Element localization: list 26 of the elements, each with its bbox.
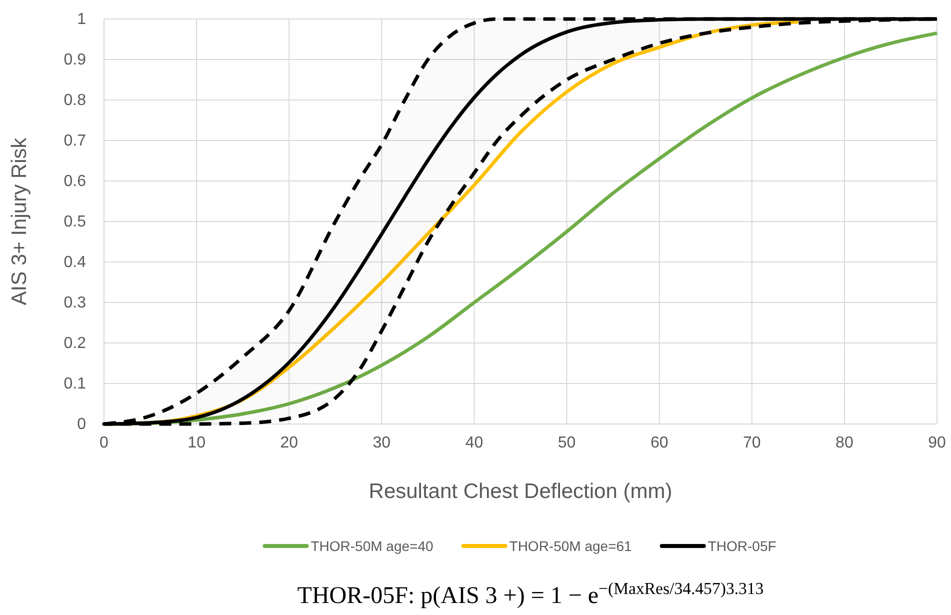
y-tick-label: 0.5 <box>64 214 86 231</box>
x-tick-label: 10 <box>188 434 206 452</box>
y-tick-label: 0.4 <box>64 254 86 272</box>
x-tick-label: 60 <box>650 434 668 452</box>
y-tick-label: 0.8 <box>64 92 86 110</box>
legend-label: THOR-05F <box>708 538 776 554</box>
y-tick-label: 0.2 <box>64 335 86 352</box>
y-tick-label: 0.9 <box>64 52 86 69</box>
y-tick-label: 0.7 <box>64 132 86 150</box>
x-tick-label: 30 <box>372 434 391 452</box>
y-axis-title: AIS 3+ Injury Risk <box>8 137 31 306</box>
x-axis-title: Resultant Chest Deflection (mm) <box>368 480 672 503</box>
y-tick-label: 1 <box>77 11 86 28</box>
x-tick-label: 0 <box>100 434 109 452</box>
legend-label: THOR-50M age=40 <box>310 538 434 554</box>
y-tick-label: 0.6 <box>64 173 86 190</box>
y-tick-label: 0 <box>77 416 86 434</box>
x-tick-label: 20 <box>280 434 298 452</box>
legend-label: THOR-50M age=61 <box>509 538 632 554</box>
x-tick-label: 90 <box>928 434 946 452</box>
x-tick-label: 40 <box>465 434 484 452</box>
x-tick-label: 70 <box>742 434 761 452</box>
y-tick-label: 0.1 <box>64 376 86 393</box>
y-tick-label: 0.3 <box>64 294 86 312</box>
x-tick-label: 50 <box>558 434 576 452</box>
x-tick-label: 80 <box>836 434 854 452</box>
